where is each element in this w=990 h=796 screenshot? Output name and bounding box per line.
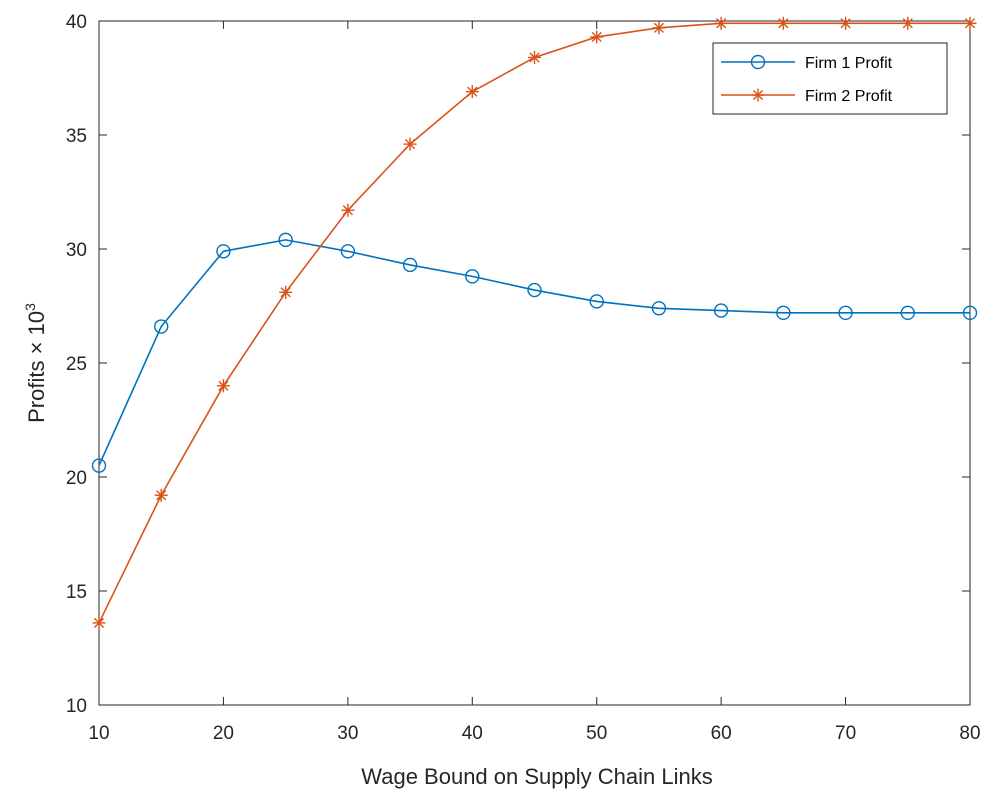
- x-tick-label: 10: [88, 723, 109, 744]
- series-2-point-stroke: [467, 86, 478, 97]
- series-2-point-stroke: [778, 18, 789, 29]
- series-2-point-stroke: [93, 617, 105, 629]
- series-2-point-stroke: [218, 380, 229, 391]
- series-2-point: [528, 50, 541, 64]
- series-2-point: [154, 488, 168, 502]
- x-tick-label: 20: [213, 723, 234, 744]
- x-tick-label: 60: [711, 723, 732, 744]
- y-axis-title-exponent: 3: [22, 303, 38, 311]
- y-axis-title-times: ×: [24, 342, 49, 355]
- series-1-point: [651, 301, 667, 316]
- series-2-point-stroke: [404, 139, 416, 150]
- series-2-point: [465, 85, 479, 99]
- series: [91, 16, 978, 630]
- series-2-point-stroke: [653, 22, 665, 33]
- series-2-point-stroke: [964, 18, 976, 29]
- plot-background: [99, 21, 970, 705]
- y-axis-title-ten: 10: [24, 311, 49, 335]
- series-1-point: [838, 305, 853, 321]
- series-2-point-stroke: [342, 205, 353, 216]
- series-1-point: [91, 458, 107, 473]
- x-tick-label: 30: [337, 723, 358, 744]
- series-1-point: [465, 269, 480, 284]
- ticks: 10 20 30 40 50 60 70 80 10 15 20 25 30 35 40: [66, 12, 981, 744]
- series-2-point: [839, 16, 853, 30]
- series-2-point: [403, 137, 417, 151]
- legend-entry-2-label: Firm 2 Profit: [805, 88, 893, 105]
- legend-entry-2: Firm 2 Profit: [721, 88, 893, 105]
- y-tick-label: 20: [66, 468, 87, 489]
- series-1-point: [527, 282, 542, 298]
- series-1-point: [776, 305, 791, 321]
- plot-area: [99, 21, 970, 705]
- x-tick-label: 50: [586, 723, 607, 744]
- series-1-point: [402, 257, 418, 273]
- series-1-point: [278, 232, 293, 248]
- series-2-point: [901, 16, 915, 30]
- series-2-point: [92, 616, 106, 630]
- y-tick-label: 35: [66, 126, 87, 147]
- legend-entry-2-marker-stroke: [752, 89, 764, 101]
- y-tick-label: 25: [66, 354, 87, 375]
- y-axis-title-base: Profits: [24, 361, 49, 423]
- series-2-point: [714, 16, 728, 30]
- series-1-point: [962, 305, 978, 321]
- series-2-point: [279, 285, 293, 299]
- legend-entry-2-marker: [751, 88, 765, 102]
- series-2-point: [776, 16, 790, 30]
- series-2-point-stroke: [840, 18, 851, 29]
- legend-entry-1: Firm 1 Profit: [721, 54, 893, 72]
- series-1-point: [340, 244, 356, 259]
- series-2-point-stroke: [156, 490, 167, 501]
- series-1-point: [589, 294, 604, 309]
- legend: Firm 1 Profit Firm 2 Profit: [712, 42, 948, 115]
- series-2-point-stroke: [591, 31, 602, 43]
- series-2-point: [341, 203, 355, 217]
- series-2-point-stroke: [529, 52, 540, 63]
- series-1-line: [98, 239, 970, 466]
- series-2-point: [963, 16, 977, 30]
- y-tick-label: 15: [66, 582, 87, 603]
- y-tick-label: 40: [66, 12, 87, 33]
- y-tick-label: 10: [66, 696, 87, 717]
- series-2-point-stroke: [902, 18, 913, 29]
- y-tick-label: 30: [66, 240, 87, 261]
- x-tick-label: 40: [462, 723, 483, 744]
- series-2-point: [652, 21, 666, 35]
- x-axis-title: Wage Bound on Supply Chain Links: [361, 764, 712, 789]
- x-tick-label: 80: [959, 723, 980, 744]
- y-axis-title: Profits × 103: [22, 303, 49, 423]
- series-1: [91, 232, 978, 473]
- series-1-point: [154, 319, 169, 334]
- series-1-point: [900, 305, 915, 321]
- series-1-point: [216, 244, 231, 259]
- x-tick-label: 70: [835, 723, 856, 744]
- series-2: [92, 16, 977, 630]
- series-2-point-stroke: [716, 18, 727, 29]
- series-2-point: [590, 30, 604, 44]
- series-2-point: [216, 379, 230, 393]
- legend-entry-1-marker: [750, 54, 766, 70]
- legend-entry-1-label: Firm 1 Profit: [805, 55, 893, 72]
- series-2-point-stroke: [280, 287, 291, 298]
- series-1-point: [713, 303, 729, 318]
- legend-box: [712, 42, 948, 115]
